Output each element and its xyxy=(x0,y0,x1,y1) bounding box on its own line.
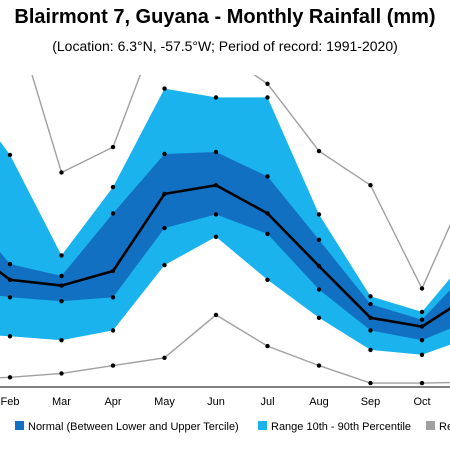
record-max-point xyxy=(265,81,270,87)
record-min-point xyxy=(7,375,13,380)
upper-tercile-point xyxy=(316,237,322,242)
legend-swatch xyxy=(426,421,435,430)
p10-point xyxy=(162,262,167,268)
record-min-point xyxy=(59,371,64,376)
legend-swatch xyxy=(15,421,24,430)
median-point xyxy=(110,268,116,274)
median-point xyxy=(213,183,219,188)
p90-point xyxy=(265,95,270,100)
record-max-point xyxy=(368,183,373,188)
chart-title: Blairmont 7, Guyana - Monthly Rainfall (… xyxy=(14,6,436,28)
median-point xyxy=(316,263,322,269)
tercile-band xyxy=(0,152,450,341)
record-min-point xyxy=(110,363,116,368)
record-max-line xyxy=(31,75,450,291)
x-tick-label: Apr xyxy=(104,396,121,408)
p10-point xyxy=(110,328,116,333)
lower-tercile-point xyxy=(59,299,64,304)
lower-tercile-point xyxy=(162,225,167,231)
lower-tercile-point xyxy=(316,287,322,292)
p10-point xyxy=(316,315,322,320)
median-point xyxy=(59,283,64,288)
lower-tercile-point xyxy=(213,212,219,217)
x-tick-label: Jul xyxy=(260,396,274,408)
legend: nNormal (Between Lower and Upper Tercile… xyxy=(15,421,450,433)
median-point xyxy=(7,277,13,282)
lower-tercile-point xyxy=(419,338,425,343)
upper-tercile-point xyxy=(368,301,373,307)
lower-tercile-point xyxy=(368,328,373,333)
p90-point xyxy=(162,86,167,91)
median-point xyxy=(368,315,373,320)
plot-area xyxy=(0,0,450,386)
record-min-point xyxy=(265,343,270,349)
record-max-point xyxy=(8,0,12,4)
x-axis: Feb Mar Apr May Jun Jul Aug Sep Oct xyxy=(0,386,450,408)
p10-point xyxy=(213,234,219,239)
record-min-point xyxy=(316,363,322,368)
x-tick-label: Mar xyxy=(52,396,71,408)
x-tick-label: Aug xyxy=(309,396,329,408)
record-min-point xyxy=(419,380,425,386)
p90-point xyxy=(7,152,13,158)
p90-point xyxy=(316,212,322,217)
record-min-point xyxy=(162,355,167,360)
p90-point xyxy=(59,253,64,258)
legend-swatch xyxy=(258,421,267,430)
p10-point xyxy=(368,347,373,353)
legend-label: Re xyxy=(439,421,450,433)
record-max-point xyxy=(214,47,218,51)
p90-point xyxy=(213,95,219,100)
p90-point xyxy=(419,309,425,315)
chart-subtitle: (Location: 6.3°N, -57.5°W; Period of rec… xyxy=(52,38,398,54)
upper-tercile-point xyxy=(110,211,116,216)
p90-point xyxy=(368,294,373,299)
x-tick-label: Oct xyxy=(413,396,430,408)
upper-tercile-point xyxy=(213,149,219,155)
lower-tercile-point xyxy=(265,231,270,237)
p10-point xyxy=(59,338,64,343)
p90-point xyxy=(110,184,116,190)
x-tick-label: Sep xyxy=(361,396,381,408)
p10-point xyxy=(7,334,13,339)
record-max-point xyxy=(110,144,116,150)
legend-label: Range 10th - 90th Percentile xyxy=(271,421,411,433)
legend-label: Normal (Between Lower and Upper Tercile) xyxy=(28,421,239,433)
p10-point xyxy=(419,352,425,357)
record-max-point xyxy=(162,8,166,12)
record-min-point xyxy=(213,312,219,318)
record-min-point xyxy=(368,380,373,386)
x-tick-label: Feb xyxy=(1,396,20,408)
median-point xyxy=(419,324,425,329)
upper-tercile-point xyxy=(419,317,425,322)
p10-point xyxy=(265,277,270,282)
lower-tercile-point xyxy=(7,295,13,300)
upper-tercile-point xyxy=(7,261,13,267)
record-max-point xyxy=(316,148,322,154)
median-point xyxy=(265,211,270,216)
record-max-point xyxy=(419,286,425,291)
upper-tercile-point xyxy=(59,273,64,279)
x-tick-label: Jun xyxy=(207,396,225,408)
lower-tercile-point xyxy=(110,295,116,300)
upper-tercile-point xyxy=(265,174,270,179)
x-tick-label: May xyxy=(154,396,175,408)
median-point xyxy=(162,191,167,197)
upper-tercile-point xyxy=(162,151,167,157)
record-max-point xyxy=(59,170,64,175)
